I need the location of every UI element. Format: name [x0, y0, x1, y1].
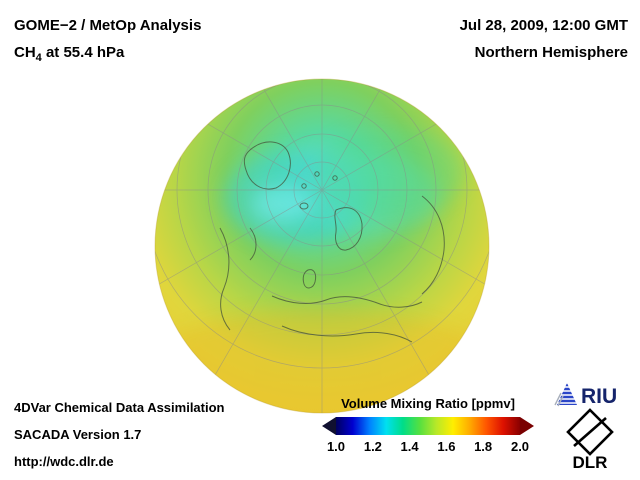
credit-line-version: SACADA Version 1.7 — [14, 427, 142, 442]
graticule — [155, 79, 489, 413]
colorbar-right-arrow — [520, 417, 534, 435]
tick-label: 1.6 — [437, 439, 456, 454]
riu-swoosh-icon — [554, 392, 564, 407]
credits-block: 4DVar Chemical Data Assimilation SACADA … — [14, 394, 225, 475]
dlr-emblem-icon — [566, 408, 614, 456]
coastlines — [219, 141, 445, 343]
title-block: GOME−2 / MetOp Analysis CH4 at 55.4 hPa — [14, 12, 201, 72]
riu-logo: RIU — [554, 380, 628, 413]
globe-svg — [154, 78, 490, 414]
tick-label: 1.0 — [326, 439, 346, 454]
tick-label: 1.4 — [400, 439, 419, 454]
globe-map — [154, 78, 490, 414]
colorbar-bar — [322, 417, 534, 435]
riu-triangle-icon — [557, 383, 577, 405]
riu-logo-svg: RIU — [554, 383, 617, 408]
credit-line-url: http://wdc.dlr.de — [14, 454, 114, 469]
dlr-logo-svg: DLR — [566, 408, 614, 472]
colorbar-left-arrow — [322, 417, 336, 435]
colorbar: Volume Mixing Ratio [ppmv] 1.0 1.2 1.4 1… — [322, 396, 534, 457]
datetime-label: Jul 28, 2009, 12:00 GMT — [459, 17, 628, 34]
tick-label: 1.2 — [363, 439, 382, 454]
globe-limb — [154, 78, 490, 414]
dlr-logo: DLR — [554, 408, 626, 475]
region-label: Northern Hemisphere — [474, 44, 628, 61]
colorbar-ticks: 1.0 1.2 1.4 1.6 1.8 2.0 — [322, 439, 534, 457]
colorbar-gradient — [336, 417, 520, 435]
page-subtitle: CH4 at 55.4 hPa — [14, 44, 125, 64]
riu-logo-text: RIU — [581, 385, 617, 408]
dlr-logo-text: DLR — [573, 453, 608, 470]
page-title: GOME−2 / MetOp Analysis — [14, 17, 202, 34]
tick-label: 1.8 — [474, 439, 493, 454]
credit-line-assimilation: 4DVar Chemical Data Assimilation — [14, 400, 225, 415]
datetime-block: Jul 28, 2009, 12:00 GMT Northern Hemisph… — [460, 12, 628, 66]
colorbar-title: Volume Mixing Ratio [ppmv] — [341, 396, 515, 411]
tick-label: 2.0 — [510, 439, 530, 454]
